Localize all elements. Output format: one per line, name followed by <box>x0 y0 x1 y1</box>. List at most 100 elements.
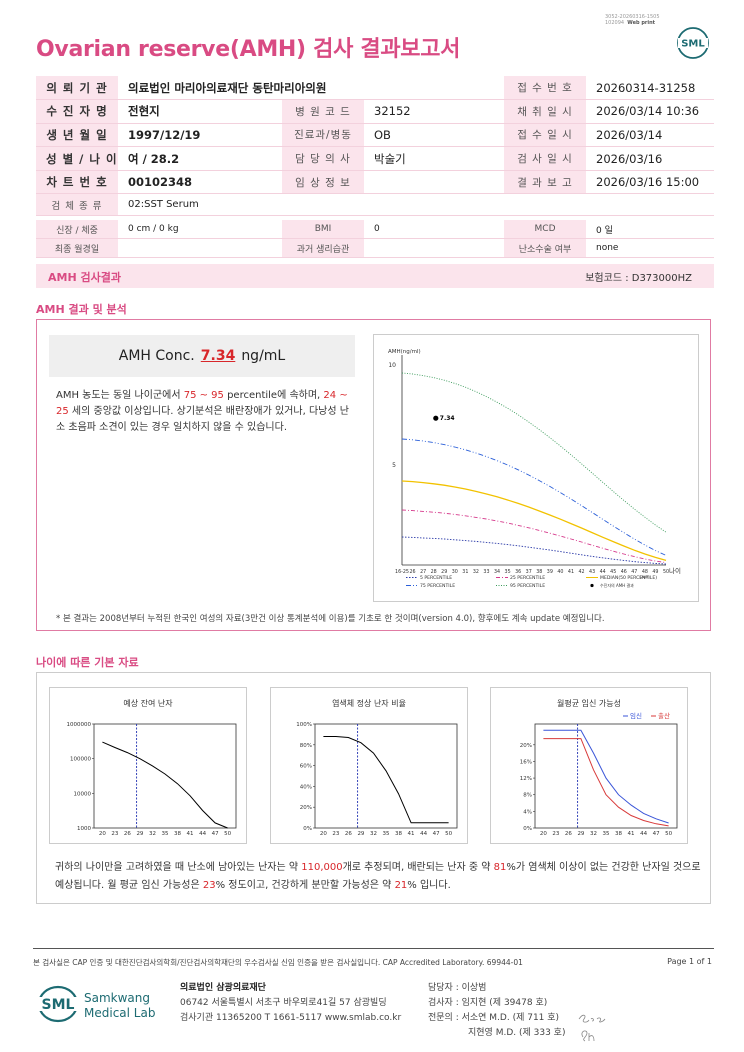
label-history: 과거 생리습관 <box>282 238 364 259</box>
staff-specialist-1: 전문의 : 서소연 M.D. (제 711 호) <box>428 1013 560 1023</box>
amh-legend-marker <box>590 583 594 588</box>
signature-image <box>578 1014 606 1042</box>
label-height-weight: 신장 / 체중 <box>36 219 118 240</box>
interp-part2: percentile에 속하며, <box>223 390 324 401</box>
mini-2-xtick-4: 32 <box>370 831 377 837</box>
amh-series-1 <box>401 509 667 564</box>
info-row-body: 신장 / 체중 0 cm / 0 kg BMI 0 MCD 0 일 <box>36 219 715 240</box>
label-received: 접 수 일 시 <box>504 123 587 148</box>
label-lmp: 최종 월경일 <box>36 238 118 259</box>
info-row-name: 수 진 자 명 전현지 병 원 코 드 32152 채 취 일 시 2026/0… <box>36 99 715 124</box>
mini-1-xtick-5: 35 <box>162 831 169 837</box>
mini-2-title: 염색체 정상 난자 비율 <box>332 698 406 708</box>
label-collection: 채 취 일 시 <box>504 99 587 124</box>
patient-info-table: 의 뢰 기 관 의료법인 마리아의료재단 동탄마리아의원 접 수 번 호 202… <box>36 76 715 259</box>
amh-legend-label-2: MEDIAN(50 PERCENTILE) <box>600 575 657 581</box>
insurance-code: 보험코드 : D373000HZ <box>585 273 692 284</box>
conc-value: 7.34 <box>200 348 236 364</box>
mini-2-ytick-1: 80% <box>300 743 312 749</box>
amh-series-0 <box>401 536 667 565</box>
age-summary-part1: 귀하의 나이만을 고려하였을 때 난소에 남아있는 난자는 약 <box>55 862 302 873</box>
certification-text: 본 검사실은 CAP 인증 및 대한진단검사의학회/진단검사의학재단의 우수검사… <box>33 958 523 967</box>
mini-2-xtick-7: 41 <box>408 831 415 837</box>
staff-tester: 검사자 : 임지현 (제 39478 호) <box>428 998 548 1008</box>
mini-3-xtick-4: 32 <box>590 831 597 837</box>
mini-3-xtick-3: 29 <box>577 831 584 837</box>
samkwang-logo-name2: Medical Lab <box>84 1006 155 1020</box>
mini-3-xtick-7: 41 <box>628 831 635 837</box>
value-surgery: none <box>586 238 715 259</box>
value-chart: 00102348 <box>118 170 282 195</box>
samkwang-logo-name1: Samkwang <box>84 991 150 1005</box>
amh-xtick-15: 40 <box>557 569 563 575</box>
value-name: 전현지 <box>118 99 282 124</box>
label-institution: 의 뢰 기 관 <box>36 76 118 101</box>
mini-2-ytick-4: 20% <box>300 805 312 811</box>
amh-xtick-19: 44 <box>600 569 606 575</box>
age-summary-part2: 개로 추정되며, 배란되는 난자 중 약 <box>342 862 494 873</box>
mini-1-xtick-9: 47 <box>212 831 219 837</box>
normal-egg-chart: 염색체 정상 난자 비율 100% 80% 60% 40% 20% 0% 20 23 26 29 32… <box>296 698 458 837</box>
value-height-weight: 0 cm / 0 kg <box>118 219 282 240</box>
sml-logo-text: SML <box>681 39 705 50</box>
normal-egg-chart-frame: 염색체 정상 난자 비율 100% 80% 60% 40% 20% 0% 20 23 26 29 32… <box>270 687 468 844</box>
amh-xtick-0: 16-25 <box>395 569 409 575</box>
mini-1-xtick-0: 20 <box>99 831 106 837</box>
staff-specialist-2: 지현영 M.D. (제 333 호) <box>468 1028 566 1038</box>
value-department: OB <box>364 123 505 148</box>
amh-series-2 <box>401 480 667 562</box>
mini-2-xtick-3: 29 <box>357 831 364 837</box>
amh-xtick-12: 37 <box>526 569 532 575</box>
mini-1-plot-frame <box>93 723 237 829</box>
interp-age-range: 24 ~ 25 <box>56 390 348 417</box>
mini-3-ytick-5: 0% <box>523 826 532 832</box>
amh-xtick-14: 39 <box>547 569 553 575</box>
amh-xtick-11: 36 <box>515 569 521 575</box>
value-received: 2026/03/14 <box>586 123 715 148</box>
mini-3-xtick-10: 50 <box>665 831 672 837</box>
interp-part3: 세의 중앙값 이상입니다. 상기분석은 배란장애가 있거나, 다낭성 난소 초음… <box>56 406 349 433</box>
mini-3-xtick-2: 26 <box>565 831 572 837</box>
footer-divider <box>33 948 714 950</box>
amh-xtick-23: 48 <box>642 569 648 575</box>
pregnancy-chart-frame: 월평균 임신 가능성 20% 16% 12% 8% 4% 0% 20 23 26 29 32 35 38 4… <box>490 687 688 844</box>
mini-2-ytick-5: 0% <box>303 826 312 832</box>
mini-2-xtick-5: 35 <box>383 831 390 837</box>
mini-3-xtick-1: 23 <box>552 831 559 837</box>
mini-3-series-0 <box>543 729 669 824</box>
amh-xlabel: 나이 <box>669 566 681 575</box>
label-sex-age: 성 별 / 나 이 <box>36 146 118 171</box>
amh-ytick-0: 5 <box>392 462 396 469</box>
data-source-note: * 본 결과는 2008년부터 누적된 한국인 여성의 자료(3만건 이상 통계… <box>56 614 605 624</box>
result-bar: AMH 검사결과 보험코드 : D373000HZ <box>36 264 714 288</box>
samkwang-logo: SML Samkwang Medical Lab <box>36 985 155 1023</box>
amh-xtick-9: 34 <box>494 569 500 575</box>
mini-3-ytick-0: 20% <box>520 743 532 749</box>
mini-3-title: 월평균 임신 가능성 <box>557 698 621 708</box>
amh-xtick-7: 32 <box>473 569 479 575</box>
mini-1-xtick-7: 41 <box>187 831 194 837</box>
lab-organization: 의료법인 삼광의료재단 06742 서울특별시 서초구 바우뫼로41길 57 삼… <box>180 981 401 1026</box>
amh-xtick-2: 27 <box>420 569 426 575</box>
mini-1-xtick-3: 29 <box>136 831 143 837</box>
egg-count-chart-frame: 예상 잔여 난자 1000000 100000 10000 1000 20 23 26 29 32… <box>49 687 247 844</box>
amh-percentile-chart-frame: AMH(ng/ml) 5 10 16-25 26 27 28 29 30 31 32 33 34 35 36… <box>373 334 699 602</box>
mini-3-xtick-0: 20 <box>540 831 547 837</box>
label-doctor: 담 당 의 사 <box>282 146 364 171</box>
sml-logo: SML <box>677 27 709 59</box>
mini-2-xtick-10: 50 <box>445 831 452 837</box>
mini-3-xtick-5: 35 <box>603 831 610 837</box>
age-summary-part5: % 입니다. <box>407 880 451 891</box>
label-accession: 접 수 번 호 <box>504 76 587 101</box>
value-accession: 20260314-31258 <box>586 76 715 101</box>
mini-3-ytick-1: 16% <box>520 759 532 765</box>
value-clinical <box>364 170 505 195</box>
info-row-sex-age: 성 별 / 나 이 여 / 28.2 담 당 의 사 박술기 검 사 일 시 2… <box>36 146 715 171</box>
label-chart: 차 트 번 호 <box>36 170 118 195</box>
label-specimen: 검 체 종 류 <box>36 193 118 217</box>
age-info-box: 예상 잔여 난자 1000000 100000 10000 1000 20 23 26 29 32… <box>36 672 711 904</box>
label-mcd: MCD <box>504 219 587 240</box>
pregnancy-chart: 월평균 임신 가능성 20% 16% 12% 8% 4% 0% 20 23 26 29 32 35 38 4… <box>520 698 678 837</box>
mini-3-xtick-6: 38 <box>615 831 622 837</box>
conc-label: AMH Conc. <box>118 348 195 364</box>
